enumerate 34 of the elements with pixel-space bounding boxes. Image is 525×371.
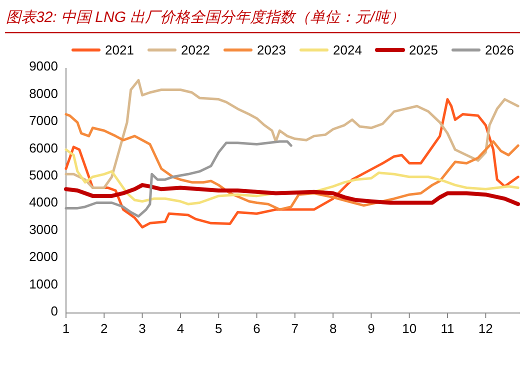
x-tick-label: 1: [62, 321, 70, 336]
y-tick-label: 3000: [29, 222, 58, 237]
x-tick-label: 10: [402, 321, 417, 336]
line-series: [64, 79, 520, 190]
y-tick-label: 6000: [29, 140, 58, 156]
y-tick-label: 1000: [29, 276, 58, 292]
x-tick-label: 8: [329, 321, 337, 336]
line-series: [64, 183, 520, 206]
legend-label: 2021: [105, 42, 134, 58]
x-tick-label: 11: [440, 321, 454, 336]
x-tick-label: 2: [100, 321, 108, 336]
legend-label: 2022: [181, 42, 210, 58]
y-tick-label: 4000: [29, 194, 58, 210]
chart-title: 图表32: 中国 LNG 出厂价格全国分年度指数（单位：元/吨）: [6, 9, 404, 26]
x-tick-label: 5: [214, 321, 222, 336]
x-tick-label: 6: [253, 321, 260, 336]
legend-label: 2023: [257, 42, 286, 58]
x-tick-label: 7: [291, 321, 299, 336]
y-tick-label: 0: [50, 304, 58, 319]
legend-label: 2025: [409, 42, 438, 58]
line-series: [64, 140, 292, 218]
legend-label: 2026: [485, 42, 514, 58]
x-tick-label: 9: [368, 321, 375, 336]
x-tick-label: 3: [138, 321, 146, 336]
x-tick-label: 4: [176, 321, 184, 336]
x-tick-label: 12: [478, 321, 493, 336]
line-series: [64, 113, 520, 211]
legend-label: 2024: [333, 42, 362, 58]
y-tick-label: 5000: [29, 167, 58, 182]
line-series: [64, 98, 520, 228]
y-tick-label: 2000: [29, 249, 58, 264]
y-tick-label: 9000: [29, 58, 58, 74]
y-tick-label: 7000: [29, 113, 58, 128]
y-tick-label: 8000: [29, 86, 58, 101]
